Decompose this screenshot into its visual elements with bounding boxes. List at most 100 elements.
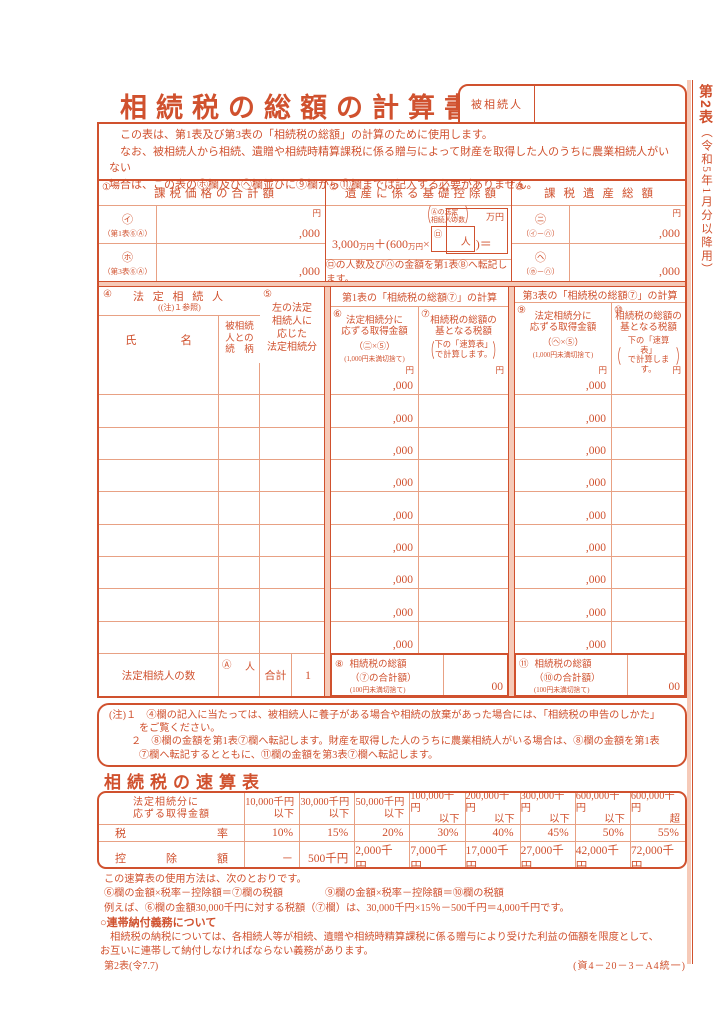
heir-name-cell[interactable] <box>99 492 219 525</box>
amount-suffix: ,000 <box>585 541 606 554</box>
amount6-cell[interactable]: ,000 <box>331 556 419 590</box>
amount6-cell[interactable]: ,000 <box>331 621 419 654</box>
amount9-cell[interactable]: ,000 <box>515 589 612 622</box>
tax10-cell[interactable] <box>612 525 685 557</box>
vertical-pink-band <box>324 287 331 363</box>
amount6-cell[interactable]: ,000 <box>331 589 419 622</box>
amount6-cell[interactable]: ,000 <box>331 427 419 460</box>
heir-name-cell[interactable] <box>99 556 219 590</box>
name-column-header: 氏 名 <box>99 316 219 363</box>
amount9-cell[interactable]: ,000 <box>515 427 612 460</box>
section3-row2-value[interactable]: ,000 <box>570 244 685 281</box>
page-title: 相続税の総額の計算書 <box>120 93 480 123</box>
heir-name-cell[interactable] <box>99 395 219 428</box>
heir-count-value-cell[interactable]: Ⓐ 人 <box>219 654 260 696</box>
heir-relation-cell[interactable] <box>219 524 260 557</box>
section3-row1-value[interactable]: 円 ,000 <box>570 206 685 243</box>
heir-name-cell[interactable] <box>99 621 219 654</box>
rate-value: 15% <box>300 825 356 841</box>
heir-share-cell[interactable] <box>260 622 324 654</box>
tax10-cell[interactable] <box>612 395 685 428</box>
amount6-cell[interactable]: ,000 <box>331 459 419 493</box>
heir-share-cell[interactable] <box>260 363 324 396</box>
heir-share-cell[interactable] <box>260 395 324 428</box>
tax7-cell[interactable] <box>419 525 508 557</box>
amount9-cell[interactable]: 円 ,000 <box>515 363 612 396</box>
amount9-cell[interactable]: ,000 <box>515 459 612 493</box>
heir-relation-cell[interactable] <box>219 363 260 396</box>
heir-name-cell[interactable] <box>99 524 219 557</box>
heir-name-cell[interactable] <box>99 459 219 493</box>
heir-name-cell[interactable] <box>99 363 219 396</box>
heir-relation-cell[interactable] <box>219 395 260 428</box>
section1-row1-value[interactable]: 円 ,000 <box>157 206 325 243</box>
heir-relation-cell[interactable] <box>219 459 260 493</box>
deduction-value: － <box>245 842 301 867</box>
section3-number: ③ <box>515 182 524 193</box>
tax7-cell[interactable] <box>419 428 508 460</box>
tax10-cell[interactable] <box>612 428 685 460</box>
tax7-cell[interactable] <box>419 492 508 525</box>
section1-taxable-total: ① 課税価格の合計額 ㋑ （第1表⑥Ⓐ） 円 ,000 <box>99 181 326 281</box>
tax10-cell[interactable] <box>612 492 685 525</box>
table-row: ,000 ,000 <box>99 395 685 428</box>
heir-share-cell[interactable] <box>260 525 324 557</box>
tax10-cell[interactable] <box>612 589 685 622</box>
tax7-cell[interactable]: 円 <box>419 363 508 396</box>
share-column-header: ⑤ 左の法定 相続人に 応じた 法定相続分 <box>260 287 324 363</box>
amount-suffix: ,000 <box>585 477 606 490</box>
tax7-cell[interactable] <box>419 622 508 654</box>
heir-share-cell[interactable] <box>260 460 324 493</box>
amount9-cell[interactable]: ,000 <box>515 524 612 557</box>
heir-relation-cell[interactable] <box>219 621 260 654</box>
tax10-cell[interactable] <box>612 622 685 654</box>
tax10-cell[interactable]: 円 <box>612 363 685 396</box>
block8-value-cell[interactable]: 00 <box>444 655 507 695</box>
block11-value-cell[interactable]: 00 <box>628 655 684 695</box>
heir-relation-cell[interactable] <box>219 589 260 622</box>
deduction-value: 7,000千円 <box>410 842 466 867</box>
heir-share-cell[interactable] <box>260 557 324 590</box>
tax10-cell[interactable] <box>612 557 685 590</box>
amount-suffix: ,000 <box>392 509 413 522</box>
amount6-cell[interactable]: 円 ,000 <box>331 363 419 396</box>
heir-relation-cell[interactable] <box>219 492 260 525</box>
column9-number: ⑨ <box>517 305 526 316</box>
amount9-cell[interactable]: ,000 <box>515 621 612 654</box>
rate-label: 税率 <box>99 825 245 841</box>
section1-row2-value[interactable]: ,000 <box>157 244 325 281</box>
deduction-result-box[interactable]: ㋩ 万円 <box>446 208 508 254</box>
table-row: ,000 ,000 <box>99 524 685 557</box>
heir-relation-cell[interactable] <box>219 556 260 590</box>
vertical-pink-band <box>324 459 331 493</box>
tax7-cell[interactable] <box>419 589 508 622</box>
amount9-cell[interactable]: ,000 <box>515 395 612 428</box>
tax10-cell[interactable] <box>612 460 685 493</box>
amount6-cell[interactable]: ,000 <box>331 524 419 557</box>
column6-title: 法定相続分に 応ずる取得金額 <box>341 316 408 337</box>
heir-relation-cell[interactable] <box>219 427 260 460</box>
heir-share-cell[interactable] <box>260 428 324 460</box>
unit-yen: 円 <box>495 365 504 375</box>
heirs-table-body: 円 ,000 円 円 ,000 円 ,000 ,000 <box>99 363 685 654</box>
tax7-cell[interactable] <box>419 460 508 493</box>
heir-share-cell[interactable] <box>260 492 324 525</box>
heirs-table-footer: 法定相続人の数 Ⓐ 人 合計 1 ⑧ 相続税の総額 （⑦の合計額） (100円未満… <box>99 653 686 697</box>
vertical-pink-band <box>508 589 515 622</box>
amount9-cell[interactable]: ,000 <box>515 556 612 590</box>
decedent-name-input[interactable] <box>535 86 685 122</box>
tax7-cell[interactable] <box>419 395 508 428</box>
amount9-cell[interactable]: ,000 <box>515 492 612 525</box>
tax7-cell[interactable] <box>419 557 508 590</box>
heirs-table: ④ 法 定 相 続 人 ((注)１参照) 氏 名 被相続 人との 続 柄 ⑤ <box>99 287 686 697</box>
column7-title: 相続税の総額の 基となる税額 <box>430 316 497 337</box>
amount6-cell[interactable]: ,000 <box>331 492 419 525</box>
bracket-label: 法定相続分に 応ずる取得金額 <box>99 793 245 824</box>
amount6-cell[interactable]: ,000 <box>331 395 419 428</box>
bracket-cell: 50,000千円 以下 <box>355 793 411 824</box>
heir-count-input-box[interactable]: ㋺人 <box>430 226 475 252</box>
note2-line2: ⑦欄へ転記するとともに、⑪欄の金額を第3表⑦欄へ転記します。 <box>139 749 439 761</box>
heir-name-cell[interactable] <box>99 589 219 622</box>
heir-name-cell[interactable] <box>99 427 219 460</box>
heir-share-cell[interactable] <box>260 589 324 622</box>
